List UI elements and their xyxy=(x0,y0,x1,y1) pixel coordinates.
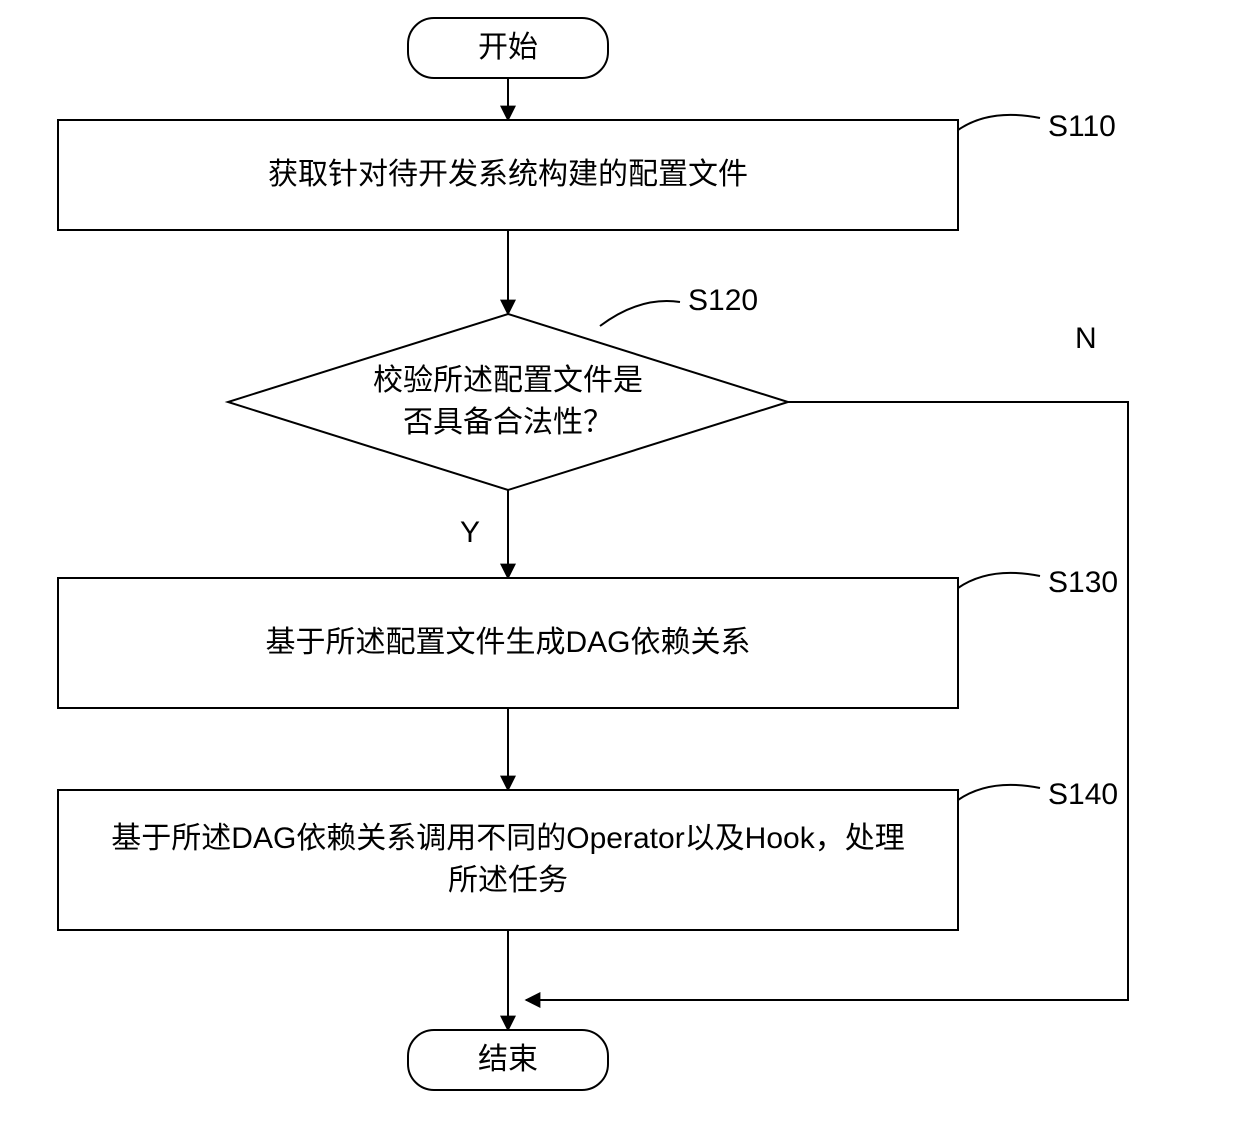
decision-s120: 校验所述配置文件是 否具备合法性？ xyxy=(268,356,748,448)
step-label-s130: S130 xyxy=(1048,566,1118,600)
flowchart-canvas: 开始 获取针对待开发系统构建的配置文件 校验所述配置文件是 否具备合法性？ 基于… xyxy=(0,0,1240,1144)
start-terminator: 开始 xyxy=(408,18,608,78)
end-terminator: 结束 xyxy=(408,1030,608,1090)
step-label-s110: S110 xyxy=(1048,110,1116,144)
process-s130: 基于所述配置文件生成DAG依赖关系 xyxy=(58,578,958,708)
step-label-s120: S120 xyxy=(688,284,758,318)
edge-label-yes: Y xyxy=(460,516,480,550)
step-label-s140: S140 xyxy=(1048,778,1118,812)
edge-label-no: N xyxy=(1075,322,1097,356)
process-s140: 基于所述DAG依赖关系调用不同的Operator以及Hook，处理 所述任务 xyxy=(58,790,958,930)
process-s110: 获取针对待开发系统构建的配置文件 xyxy=(58,120,958,230)
